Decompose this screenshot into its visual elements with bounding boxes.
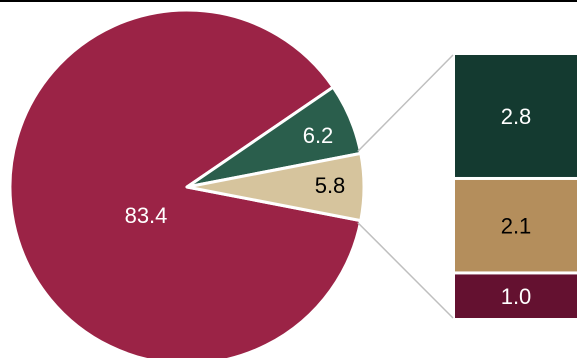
pie-group: 83.4 6.2 5.8	[8, 8, 366, 358]
breakdown-bar-group: 2.8 2.1 1.0	[455, 55, 577, 318]
connector-lines	[357, 54, 454, 319]
slice-83-4	[8, 8, 363, 358]
connector-line-bottom	[357, 222, 454, 319]
breakdown-segment-2-1	[455, 179, 577, 272]
slice-5-8	[185, 151, 366, 223]
breakdown-segment-1-0	[455, 274, 577, 318]
data-label-slice-6-2: 6.2	[303, 123, 334, 148]
data-label-slice-5-8: 5.8	[315, 173, 346, 198]
data-label-breakdown-segment-2-1: 2.1	[501, 214, 532, 239]
top-border	[0, 0, 577, 2]
data-label-breakdown-segment-2-8: 2.8	[501, 104, 532, 129]
breakdown-segment-2-8	[455, 55, 577, 177]
data-label-slice-83-4: 83.4	[125, 203, 168, 228]
connector-line-top	[357, 54, 454, 152]
data-label-breakdown-segment-1-0: 1.0	[501, 284, 532, 309]
